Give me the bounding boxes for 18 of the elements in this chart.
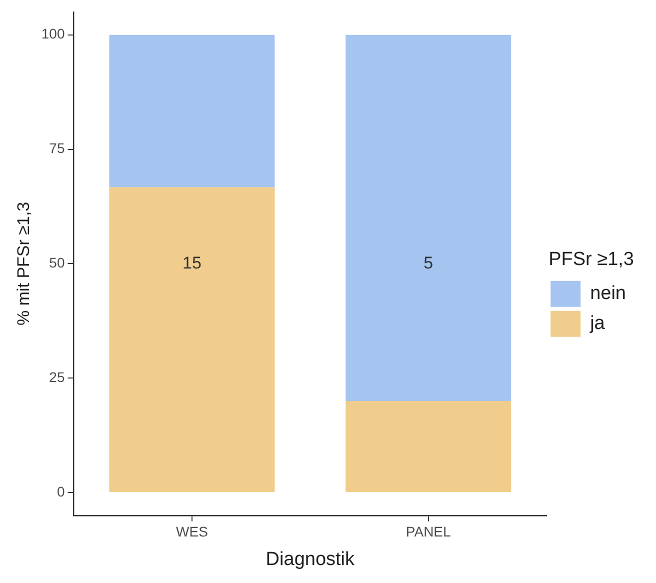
x-tick-label: PANEL [406,524,452,540]
y-tick-label: 50 [49,254,65,271]
x-tick-label: WES [176,524,208,540]
legend-label: ja [589,313,606,334]
x-axis-title: Diagnostik [266,548,356,570]
y-tick-label: 25 [49,368,65,385]
legend-label: nein [590,283,626,304]
y-axis-title: % mit PFSr ≥1,3 [14,202,33,326]
y-tick-label: 0 [56,483,65,500]
bar [109,34,275,188]
bar [346,34,512,401]
legend-title: PFSr ≥1,3 [548,248,634,270]
annotation: 5 [424,253,434,272]
bar [109,187,275,492]
bar [346,400,512,492]
y-tick-label: 75 [49,140,65,156]
y-tick-label: 100 [41,26,65,42]
annotation: 15 [182,253,202,272]
